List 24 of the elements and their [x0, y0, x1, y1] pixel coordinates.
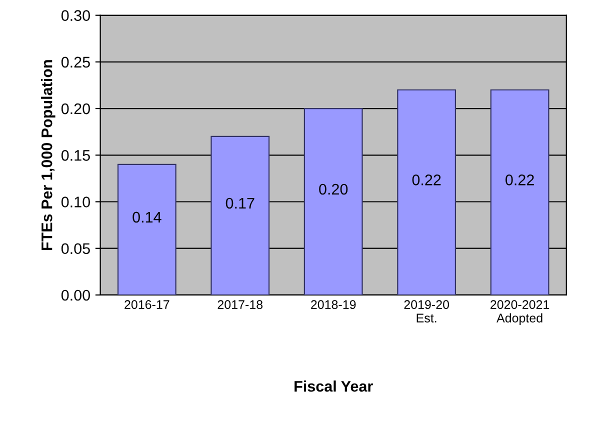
- x-tick-label: 2017-18: [218, 300, 263, 310]
- x-tick-label: 2019-20 Est.: [404, 300, 450, 322]
- x-tick-label: 2018-19: [311, 300, 356, 310]
- y-tick-label: 0.20: [61, 103, 90, 114]
- data-label: 0.20: [319, 184, 348, 195]
- x-axis-title: Fiscal Year: [294, 380, 373, 392]
- bar: [490, 89, 550, 295]
- data-label: 0.22: [412, 174, 441, 186]
- y-tick-label: 0.05: [61, 243, 90, 254]
- y-tick-label: 0.30: [61, 10, 90, 21]
- y-axis-title: FTEs Per 1,000 Population: [41, 60, 56, 250]
- data-label: 0.17: [226, 198, 254, 209]
- y-tick-label: 0.25: [61, 56, 90, 68]
- bar: [304, 108, 363, 295]
- bar: [397, 89, 456, 295]
- data-label: 0.14: [132, 212, 162, 223]
- y-tick-label: 0.10: [61, 196, 90, 208]
- data-label: 0.22: [506, 174, 534, 186]
- y-tick-label: 0.15: [61, 150, 90, 161]
- x-tick-label: 2016-17: [124, 300, 170, 310]
- bar: [117, 164, 176, 295]
- y-tick-label: 0.00: [61, 290, 90, 301]
- x-tick-label: 2020-2021 Adopted: [490, 300, 550, 325]
- bar: [210, 136, 270, 295]
